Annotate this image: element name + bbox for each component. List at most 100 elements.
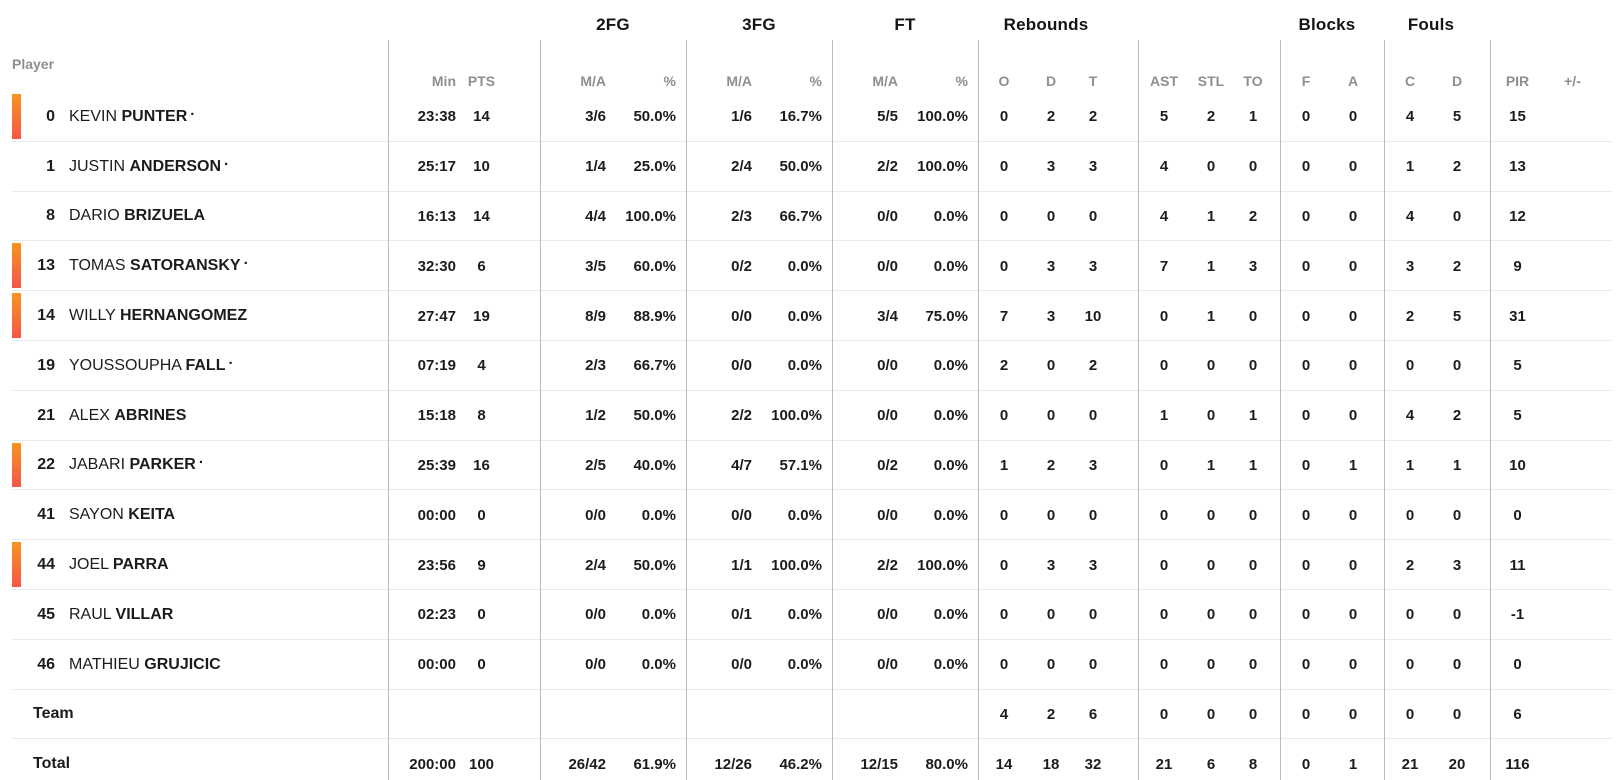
player-last-name: BRIZUELA [124,207,206,225]
stat-fg3-pct: 0.0% [787,257,822,275]
player-cell: 44 JOEL PARRA [0,540,390,590]
player-row[interactable]: 22 JABARI PARKER · 25:39 16 2/5 40.0% 4/7… [0,441,1620,491]
player-first-name: KEVIN [69,107,122,125]
stat-pir: 116 [1505,755,1530,773]
player-name: ALEX ABRINES [69,407,186,425]
stat-blk-a: 1 [1348,456,1358,474]
stat-stl: 0 [1206,407,1216,425]
stat-fg3-ma: 1/6 [731,108,752,126]
player-row[interactable]: 45 RAUL VILLAR 02:23 0 0/0 0.0% 0/1 0.0%… [0,590,1620,640]
stat-ft-ma: 2/2 [877,158,898,176]
team-row: Team 4 2 6 0 0 0 0 0 0 0 6 [0,690,1620,740]
player-cell: Team [0,690,390,740]
stat-ast: 0 [1159,357,1169,375]
stat-fg2-pct: 88.9% [633,307,676,325]
stat-fg2-ma: 26/42 [568,755,606,773]
player-name: DARIO BRIZUELA [69,207,205,225]
stat-foul-d: 0 [1452,656,1462,674]
col-header-stl: STL [1197,73,1225,89]
stat-pts: 6 [477,257,486,275]
stat-fg2-pct: 25.0% [633,158,676,176]
stat-ft-pct: 100.0% [917,108,968,126]
player-number: 8 [46,207,55,225]
stat-stl: 1 [1206,207,1216,225]
stat-reb-d: 0 [1046,606,1056,624]
divider-pts-2fg [540,40,541,780]
player-number: 46 [37,655,55,673]
stat-foul-d: 0 [1452,606,1462,624]
stat-reb-t: 3 [1088,158,1098,176]
player-number: 14 [37,307,55,325]
stat-fg2-ma: 1/2 [585,407,606,425]
table-header-row: Min PTS M/A % M/A % M/A % O D T AST STL … [0,64,1620,98]
player-row[interactable]: 46 MATHIEU GRUJICIC 00:00 0 0/0 0.0% 0/0… [0,640,1620,690]
stat-fg3-pct: 46.2% [779,755,822,773]
stat-fg3-pct: 0.0% [787,307,822,325]
player-row[interactable]: 1 JUSTIN ANDERSON · 25:17 10 1/4 25.0% 2/… [0,142,1620,192]
player-column-header: Player [12,56,55,72]
stat-fg3-pct: 0.0% [787,606,822,624]
player-row[interactable]: 14 WILLY HERNANGOMEZ 27:47 19 8/9 88.9% … [0,291,1620,341]
starter-marker: · [224,155,230,173]
player-row[interactable]: 41 SAYON KEITA 00:00 0 0/0 0.0% 0/0 0.0%… [0,490,1620,540]
stat-reb-t: 10 [1084,307,1102,325]
col-header-ft-pct: % [955,73,968,89]
stat-fg3-ma: 1/1 [731,556,752,574]
player-name: Team [33,705,74,723]
stat-pts: 9 [477,556,486,574]
stat-fg3-pct: 50.0% [779,158,822,176]
player-name: WILLY HERNANGOMEZ [69,307,247,325]
stat-pir: 15 [1509,108,1526,126]
stat-fg3-ma: 0/0 [731,656,752,674]
on-court-indicator [12,243,21,289]
stat-ft-ma: 0/0 [877,257,898,275]
stat-to: 0 [1248,357,1258,375]
stat-fg3-pct: 0.0% [787,656,822,674]
stat-min: 16:13 [417,207,456,225]
total-row: Total 200:00 100 26/42 61.9% 12/26 46.2%… [0,739,1620,780]
player-cell: 0 KEVIN PUNTER · [0,92,390,142]
player-first-name: JUSTIN [69,157,130,175]
player-cell: 22 JABARI PARKER · [0,441,390,491]
stat-reb-d: 3 [1046,307,1056,325]
stat-reb-d: 0 [1046,357,1056,375]
player-number: 13 [37,257,55,275]
player-name: Total [33,755,70,773]
starter-marker: · [190,105,196,123]
stat-reb-t: 0 [1088,407,1098,425]
stat-pir: 5 [1513,357,1522,375]
stat-ft-ma: 3/4 [877,307,898,325]
stat-foul-c: 4 [1405,207,1415,225]
stat-reb-o: 0 [999,656,1009,674]
stat-pts: 16 [473,456,490,474]
stat-min: 25:39 [417,456,456,474]
player-number: 1 [46,157,55,175]
player-row[interactable]: 0 KEVIN PUNTER · 23:38 14 3/6 50.0% 1/6 1… [0,92,1620,142]
stat-fg2-ma: 3/6 [585,108,606,126]
stat-stl: 1 [1206,307,1216,325]
stat-fg3-pct: 66.7% [779,207,822,225]
player-name: MATHIEU GRUJICIC [69,656,221,674]
player-row[interactable]: 19 YOUSSOUPHA FALL · 07:19 4 2/3 66.7% 0/… [0,341,1620,391]
stat-ast: 4 [1159,207,1169,225]
stat-fg3-pct: 100.0% [771,407,822,425]
stat-pir: 0 [1513,506,1522,524]
stat-ft-ma: 0/0 [877,506,898,524]
stat-fg2-pct: 40.0% [633,456,676,474]
player-row[interactable]: 44 JOEL PARRA 23:56 9 2/4 50.0% 1/1 100.… [0,540,1620,590]
stat-pir: 13 [1509,158,1526,176]
stat-pts: 0 [477,656,486,674]
player-row[interactable]: 8 DARIO BRIZUELA 16:13 14 4/4 100.0% 2/3… [0,192,1620,242]
stat-fg3-ma: 2/3 [731,207,752,225]
stat-ft-ma: 0/0 [877,656,898,674]
stat-ft-pct: 0.0% [933,257,968,275]
player-cell: 8 DARIO BRIZUELA [0,192,390,242]
player-row[interactable]: 21 ALEX ABRINES 15:18 8 1/2 50.0% 2/2 10… [0,391,1620,441]
player-row[interactable]: 13 TOMAS SATORANSKY · 32:30 6 3/5 60.0% 0… [0,241,1620,291]
on-court-indicator [12,442,21,488]
stat-ast: 0 [1159,705,1169,723]
col-header-reb-d: D [1045,73,1057,89]
stat-blk-f: 0 [1301,606,1311,624]
stat-stl: 0 [1206,705,1216,723]
player-first-name: TOMAS [69,257,131,275]
